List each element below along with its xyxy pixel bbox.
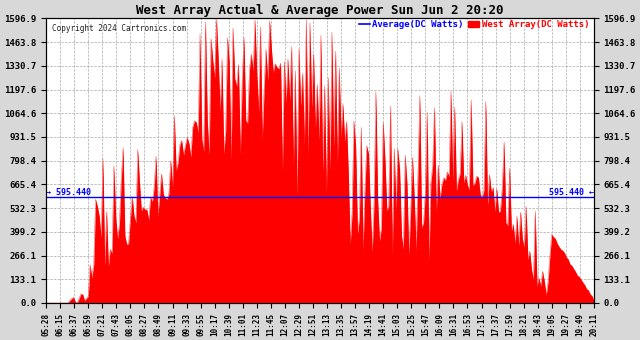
Text: → 595.440: → 595.440 bbox=[46, 188, 91, 197]
Title: West Array Actual & Average Power Sun Jun 2 20:20: West Array Actual & Average Power Sun Ju… bbox=[136, 4, 504, 17]
Text: 595.440 ←: 595.440 ← bbox=[549, 188, 594, 197]
Text: Copyright 2024 Cartronics.com: Copyright 2024 Cartronics.com bbox=[52, 24, 186, 33]
Legend: Average(DC Watts), West Array(DC Watts): Average(DC Watts), West Array(DC Watts) bbox=[359, 20, 589, 29]
